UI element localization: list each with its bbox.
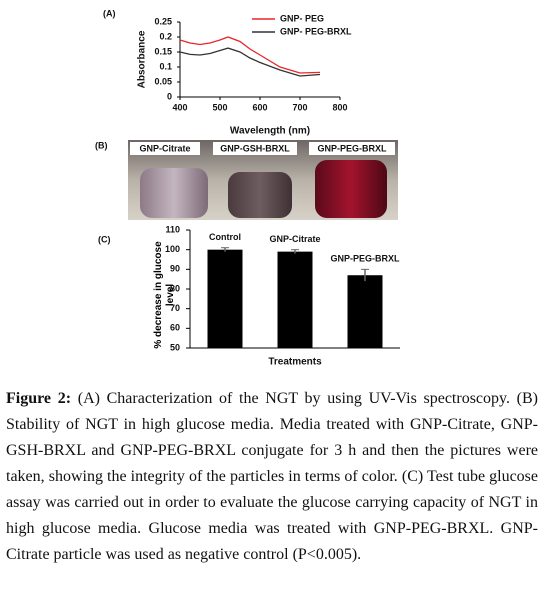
- bar: [277, 251, 313, 348]
- category-label: Control: [209, 232, 241, 242]
- figure: (B) GNP-Citrate GNP-GSH-BRXL GNP-PEG-BRX…: [95, 8, 400, 368]
- y-tick-label: 0.05: [154, 76, 172, 86]
- y-tick-label: 60: [170, 323, 180, 333]
- x-tick-label: 400: [172, 102, 187, 112]
- legend-label: GNP- PEG-BRXL: [280, 26, 352, 36]
- x-tick-label: 600: [252, 102, 267, 112]
- line-series: [179, 47, 321, 77]
- x-axis-title: Wavelength (nm): [230, 126, 310, 137]
- y-tick-label: 90: [170, 264, 180, 274]
- y-tick-label: 80: [170, 283, 180, 293]
- panel-label: (C): [98, 234, 111, 244]
- tube-label: GNP-Citrate: [139, 143, 190, 153]
- panel-label: (A): [103, 8, 116, 18]
- bar: [347, 275, 383, 348]
- category-label: GNP-Citrate: [269, 234, 320, 244]
- x-axis-title: Treatments: [268, 357, 322, 368]
- caption-text: (A) Characterization of the NGT by using…: [6, 390, 539, 563]
- legend-label: GNP- PEG: [280, 13, 324, 23]
- caption-label: Figure 2:: [6, 390, 72, 407]
- tube-photo: [128, 140, 398, 220]
- line-series: [179, 36, 321, 74]
- y-tick-label: 0.2: [159, 31, 172, 41]
- y-tick-label: 50: [170, 342, 180, 352]
- y-tick-label: 0.25: [154, 16, 172, 26]
- y-tick-label: 0: [167, 91, 172, 101]
- y-axis-title: Absorbance: [137, 30, 148, 88]
- category-label: GNP-PEG-BRXL: [330, 254, 400, 264]
- y-tick-label: 70: [170, 303, 180, 313]
- y-tick-label: 110: [165, 224, 180, 234]
- tube-label: GNP-PEG-BRXL: [317, 143, 387, 153]
- x-tick-label: 500: [212, 102, 227, 112]
- panel-label: (B): [95, 140, 108, 150]
- y-tick-label: 0.1: [159, 61, 172, 71]
- y-tick-label: 100: [165, 244, 180, 254]
- y-tick-label: 0.15: [154, 46, 172, 56]
- caption: Figure 2: (A) Characterization of the NG…: [6, 386, 538, 568]
- tube-label: GNP-GSH-BRXL: [220, 143, 290, 153]
- x-tick-label: 800: [332, 102, 347, 112]
- x-tick-label: 700: [292, 102, 307, 112]
- y-axis-title: % decrease in glucose level: [153, 241, 176, 349]
- bar: [207, 249, 243, 348]
